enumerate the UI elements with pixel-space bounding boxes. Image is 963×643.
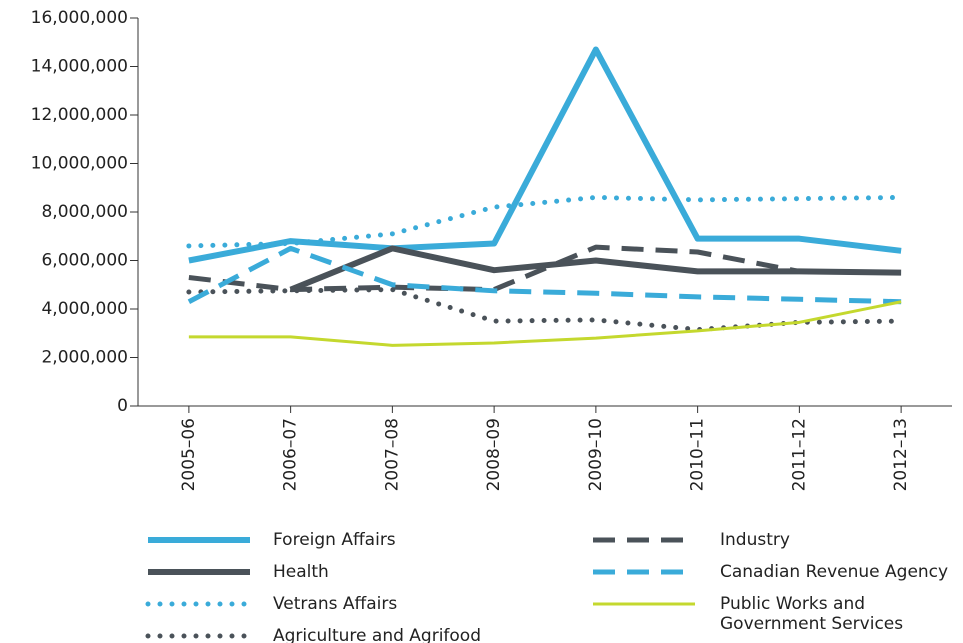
series-line [188, 46, 902, 264]
x-tick-label: 2007–08 [382, 418, 402, 491]
y-tick-label: 10,000,000 [31, 154, 128, 174]
x-tick-label: 2006–07 [281, 418, 301, 491]
y-tick-label: 8,000,000 [41, 202, 128, 222]
legend-label: Canadian Revenue Agency [720, 562, 949, 582]
legend-label: Public Works and Government Services [720, 594, 904, 634]
x-tick-label: 2012–13 [891, 418, 911, 491]
series-line [187, 245, 902, 305]
legend-label: Health [273, 562, 329, 582]
x-tick-label: 2005–06 [179, 418, 199, 491]
y-tick-label: 0 [117, 396, 128, 416]
legend-label: Agriculture and Agrifood [273, 626, 481, 643]
legend-label: Industry [720, 530, 790, 550]
x-tick-label: 2011–12 [789, 418, 809, 491]
series-line [186, 194, 904, 249]
x-tick-label: 2008–09 [484, 418, 504, 491]
y-tick-label: 16,000,000 [31, 8, 128, 28]
y-tick-label: 14,000,000 [31, 57, 128, 77]
x-tick-label: 2010–11 [688, 418, 708, 491]
legend-label: Vetrans Affairs [273, 594, 398, 614]
y-tick-label: 6,000,000 [41, 251, 128, 271]
legend-label: Foreign Affairs [273, 530, 396, 550]
x-tick-label: 2009–10 [586, 418, 606, 491]
series-line [289, 245, 902, 293]
y-tick-label: 12,000,000 [31, 105, 128, 125]
series-line [188, 300, 902, 347]
y-tick-label: 4,000,000 [41, 299, 128, 319]
y-tick-label: 2,000,000 [41, 348, 128, 368]
